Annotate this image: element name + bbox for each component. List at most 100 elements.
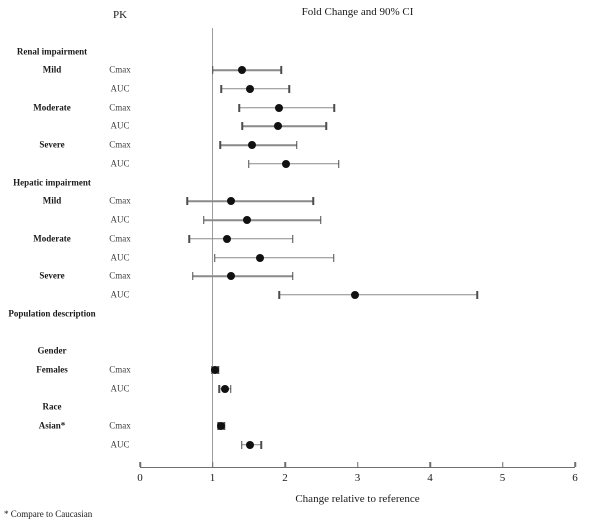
ci-cap-right — [319, 216, 322, 225]
ci-line — [203, 219, 321, 221]
estimate-dot — [226, 272, 235, 281]
group-label: Mild — [42, 195, 62, 206]
param-label: Cmax — [109, 364, 131, 375]
param-label: AUC — [110, 289, 130, 300]
plot-title: Fold Change and 90% CI — [301, 6, 414, 18]
x-axis-line — [140, 466, 575, 468]
x-axis-tick-label: 1 — [209, 472, 216, 484]
param-label: AUC — [110, 252, 130, 263]
estimate-dot — [217, 422, 226, 431]
ci-cap-left — [213, 253, 216, 262]
x-axis-tick-label: 2 — [282, 472, 288, 484]
ci-line — [187, 200, 314, 203]
param-label: AUC — [110, 214, 130, 225]
reference-line — [212, 28, 213, 467]
ci-cap-left — [220, 84, 222, 93]
estimate-dot — [243, 216, 252, 225]
x-axis-tick-label: 6 — [572, 472, 578, 484]
x-axis-tick — [501, 462, 504, 467]
section-label: Hepatic impairment — [13, 177, 91, 188]
param-label: Cmax — [109, 233, 131, 244]
x-axis-title: Change relative to reference — [295, 493, 420, 505]
pk-column-header: PK — [112, 9, 128, 21]
estimate-dot — [210, 365, 219, 374]
estimate-dot — [281, 159, 290, 168]
estimate-dot — [351, 290, 360, 299]
estimate-dot — [226, 197, 235, 206]
ci-cap-left — [238, 103, 241, 112]
x-axis-tick — [211, 462, 214, 467]
ci-cap-right — [333, 103, 336, 112]
section-label: Renal impairment — [16, 46, 88, 56]
ci-cap-right — [292, 234, 294, 243]
param-label: AUC — [110, 83, 130, 94]
estimate-dot — [237, 66, 246, 75]
x-axis-tick — [284, 462, 286, 467]
param-label: AUC — [110, 439, 130, 450]
ci-cap-right — [325, 122, 328, 131]
ci-line — [242, 125, 327, 128]
ci-line — [192, 275, 293, 277]
x-axis-tick-label: 5 — [499, 472, 506, 484]
estimate-dot — [220, 384, 229, 393]
ci-cap-left — [188, 234, 191, 243]
ci-cap-left — [186, 197, 188, 206]
estimate-dot — [223, 234, 231, 243]
ci-cap-right — [292, 272, 294, 281]
ci-cap-right — [288, 84, 291, 93]
estimate-dot — [247, 141, 256, 150]
ci-line — [214, 256, 334, 259]
group-label: Moderate — [33, 102, 71, 113]
x-axis-tick — [574, 462, 576, 467]
param-label: Cmax — [109, 102, 131, 113]
section-label: Gender — [37, 345, 67, 356]
ci-cap-right — [295, 141, 298, 150]
ci-cap-right — [476, 290, 478, 299]
param-label: Cmax — [109, 195, 131, 206]
estimate-dot — [255, 253, 264, 262]
group-label: Females — [36, 364, 68, 375]
ci-cap-left — [241, 122, 243, 131]
param-label: Cmax — [109, 64, 131, 75]
estimate-dot — [246, 84, 255, 93]
ci-line — [221, 88, 290, 90]
ci-cap-left — [240, 440, 243, 449]
ci-line — [220, 144, 297, 146]
ci-line — [212, 69, 282, 71]
param-label: AUC — [110, 158, 130, 169]
x-axis-tick — [429, 462, 431, 467]
estimate-dot — [246, 440, 255, 449]
ci-cap-left — [203, 216, 205, 225]
ci-cap-right — [312, 197, 315, 206]
ci-cap-right — [337, 159, 340, 168]
footnote: * Compare to Caucasian — [4, 509, 93, 519]
x-axis-tick-label: 3 — [354, 472, 361, 484]
ci-line — [189, 238, 293, 240]
ci-cap-left — [248, 159, 250, 168]
x-axis-tick — [356, 462, 359, 467]
x-axis-tick — [139, 462, 141, 467]
group-label: Moderate — [33, 233, 71, 244]
param-label: Cmax — [109, 420, 131, 431]
x-axis-tick-label: 0 — [137, 472, 143, 484]
group-label: Mild — [42, 64, 62, 75]
ci-cap-left — [278, 290, 280, 299]
ci-cap-left — [218, 384, 220, 393]
param-label: AUC — [110, 120, 130, 131]
ci-line — [239, 106, 335, 109]
estimate-dot — [275, 103, 284, 112]
ci-cap-right — [229, 384, 232, 393]
group-label: Severe — [39, 139, 65, 150]
ci-cap-left — [211, 66, 214, 75]
x-axis-tick-label: 4 — [427, 472, 433, 484]
ci-cap-left — [192, 272, 194, 281]
section-label: Race — [42, 401, 62, 412]
ci-cap-right — [332, 253, 335, 262]
ci-cap-right — [280, 66, 283, 75]
param-label: AUC — [110, 383, 130, 394]
ci-line — [248, 163, 339, 165]
ci-cap-left — [219, 141, 222, 150]
group-label: Asian* — [38, 420, 66, 431]
ci-cap-right — [260, 440, 262, 449]
